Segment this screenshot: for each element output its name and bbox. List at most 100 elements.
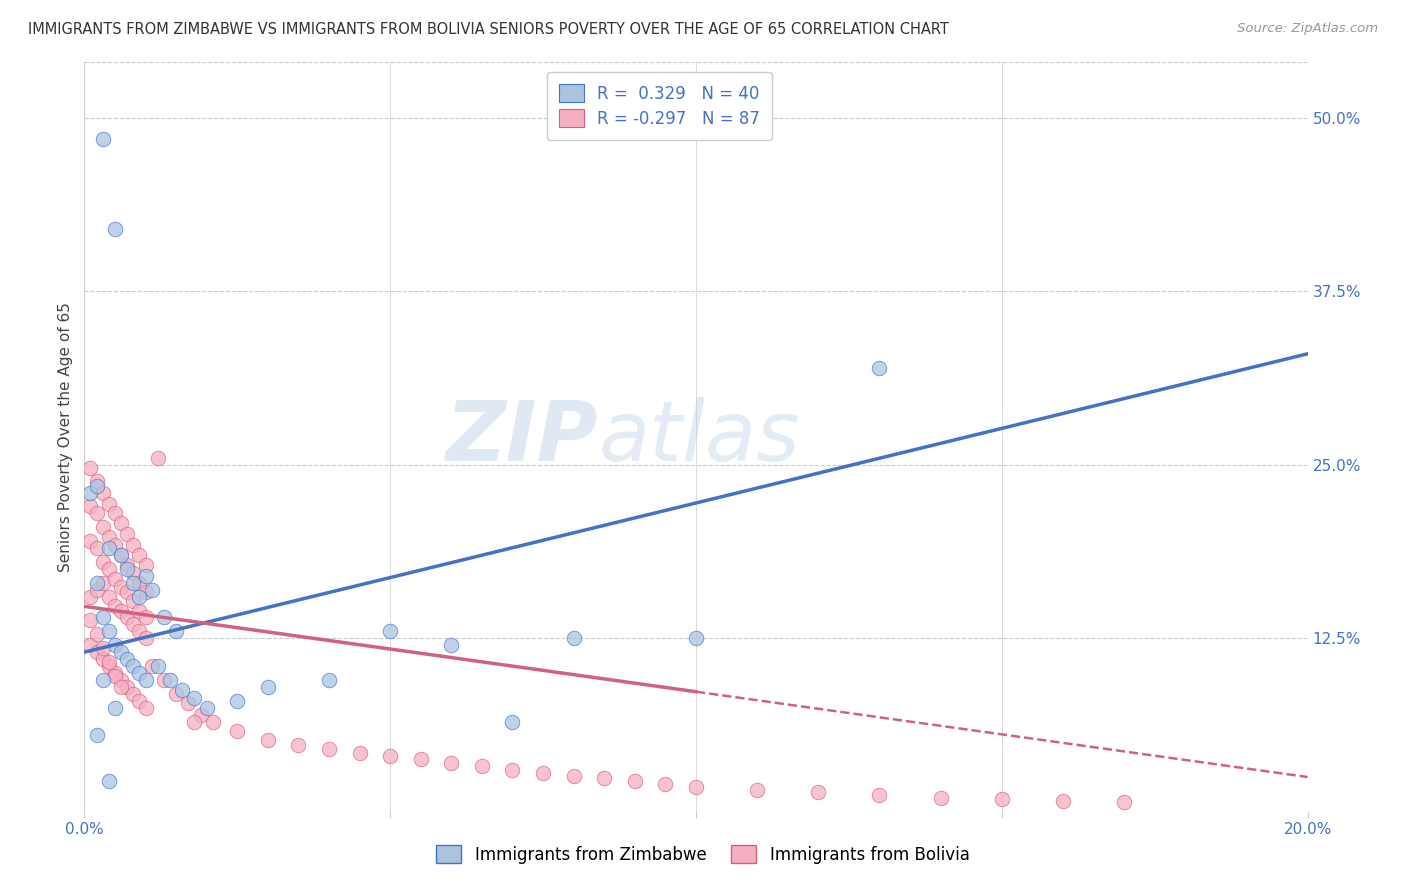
- Point: [624, 774, 647, 789]
- Point: [135, 632, 157, 646]
- Point: [135, 585, 157, 599]
- Point: [593, 772, 616, 786]
- Point: [440, 756, 463, 771]
- Point: [531, 765, 554, 780]
- Point: [91, 640, 114, 655]
- Point: [97, 655, 120, 669]
- Point: [110, 548, 132, 562]
- Point: [153, 673, 176, 687]
- Point: [110, 548, 132, 562]
- Point: [104, 538, 127, 552]
- Point: [135, 700, 157, 714]
- Point: [115, 652, 138, 666]
- Point: [153, 610, 176, 624]
- Point: [128, 694, 150, 708]
- Point: [177, 697, 200, 711]
- Legend: R =  0.329   N = 40, R = -0.297   N = 87: R = 0.329 N = 40, R = -0.297 N = 87: [547, 72, 772, 140]
- Point: [135, 673, 157, 687]
- Point: [91, 485, 114, 500]
- Text: atlas: atlas: [598, 397, 800, 477]
- Point: [471, 759, 494, 773]
- Point: [91, 132, 114, 146]
- Point: [91, 652, 114, 666]
- Point: [747, 782, 769, 797]
- Point: [562, 769, 585, 783]
- Point: [128, 665, 150, 680]
- Text: ZIP: ZIP: [446, 397, 598, 477]
- Point: [115, 558, 138, 572]
- Y-axis label: Seniors Poverty Over the Age of 65: Seniors Poverty Over the Age of 65: [58, 302, 73, 572]
- Point: [97, 562, 120, 576]
- Point: [86, 507, 108, 521]
- Point: [135, 610, 157, 624]
- Point: [86, 582, 108, 597]
- Point: [190, 707, 212, 722]
- Point: [91, 575, 114, 590]
- Point: [104, 222, 127, 236]
- Point: [97, 497, 120, 511]
- Point: [654, 777, 676, 791]
- Point: [91, 555, 114, 569]
- Point: [135, 569, 157, 583]
- Point: [146, 450, 169, 465]
- Point: [104, 638, 127, 652]
- Point: [257, 680, 280, 694]
- Point: [91, 673, 114, 687]
- Point: [86, 575, 108, 590]
- Point: [165, 687, 187, 701]
- Point: [86, 728, 108, 742]
- Point: [115, 527, 138, 541]
- Point: [287, 738, 309, 752]
- Point: [122, 687, 145, 701]
- Legend: Immigrants from Zimbabwe, Immigrants from Bolivia: Immigrants from Zimbabwe, Immigrants fro…: [430, 838, 976, 871]
- Point: [110, 645, 132, 659]
- Point: [79, 590, 101, 604]
- Point: [79, 460, 101, 475]
- Point: [104, 507, 127, 521]
- Point: [91, 610, 114, 624]
- Point: [97, 541, 120, 555]
- Point: [685, 780, 707, 794]
- Point: [869, 360, 891, 375]
- Point: [115, 585, 138, 599]
- Point: [141, 659, 163, 673]
- Point: [318, 673, 340, 687]
- Point: [115, 680, 138, 694]
- Point: [128, 624, 150, 639]
- Point: [128, 603, 150, 617]
- Point: [115, 562, 138, 576]
- Point: [201, 714, 224, 729]
- Point: [869, 788, 891, 802]
- Point: [1114, 795, 1136, 809]
- Point: [79, 500, 101, 514]
- Point: [502, 714, 524, 729]
- Point: [929, 790, 952, 805]
- Point: [97, 774, 120, 789]
- Point: [104, 572, 127, 586]
- Point: [115, 610, 138, 624]
- Point: [97, 659, 120, 673]
- Point: [440, 638, 463, 652]
- Point: [97, 624, 120, 639]
- Point: [183, 714, 205, 729]
- Point: [349, 747, 371, 761]
- Point: [122, 538, 145, 552]
- Point: [104, 665, 127, 680]
- Point: [318, 742, 340, 756]
- Point: [79, 613, 101, 627]
- Point: [991, 792, 1014, 806]
- Point: [226, 694, 249, 708]
- Point: [79, 638, 101, 652]
- Point: [257, 732, 280, 747]
- Point: [91, 520, 114, 534]
- Point: [165, 624, 187, 639]
- Point: [79, 534, 101, 549]
- Point: [380, 624, 402, 639]
- Point: [141, 582, 163, 597]
- Point: [1052, 794, 1074, 808]
- Point: [159, 673, 181, 687]
- Point: [226, 724, 249, 739]
- Point: [86, 627, 108, 641]
- Point: [562, 632, 585, 646]
- Point: [110, 516, 132, 530]
